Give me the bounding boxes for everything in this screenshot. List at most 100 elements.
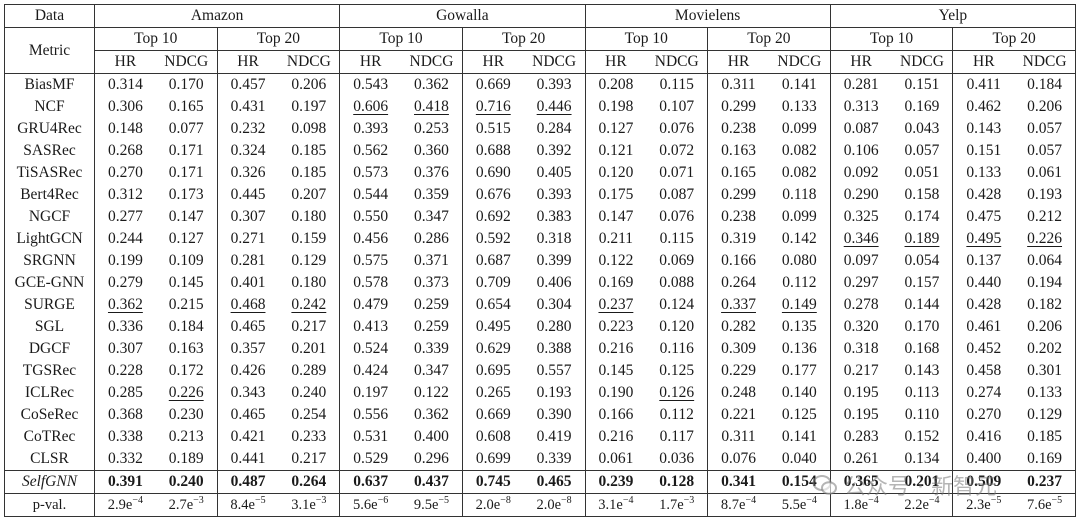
table-cell: 0.311 bbox=[707, 426, 769, 448]
table-cell: 0.314 bbox=[93, 73, 156, 96]
cell-value: 0.286 bbox=[414, 230, 449, 247]
cell-value: 0.177 bbox=[781, 362, 817, 379]
cell-value: 0.248 bbox=[721, 384, 756, 401]
method-name: CoTRec bbox=[4, 426, 95, 448]
table-row: ICLRec 0.285 0.226 0.343 0.240 0.197 0.122 0.26… bbox=[4, 382, 1077, 404]
cell-value: 0.445 bbox=[230, 186, 266, 203]
table-cell: 0.166 bbox=[584, 404, 647, 426]
cell-value: 0.240 bbox=[291, 384, 327, 401]
cell-value: 0.076 bbox=[721, 450, 756, 467]
cell-value: 0.087 bbox=[659, 186, 695, 203]
cell-value: 0.393 bbox=[536, 186, 572, 203]
cell-value: 0.265 bbox=[475, 384, 511, 401]
table-cell: 0.280 bbox=[523, 316, 586, 338]
table-cell: 0.365 bbox=[829, 470, 892, 494]
cell-value: 0.337 bbox=[721, 296, 756, 313]
table-cell: 0.154 bbox=[768, 470, 831, 494]
table-cell: 0.147 bbox=[584, 206, 647, 228]
cell-value: 0.324 bbox=[230, 142, 266, 159]
cell-value: 0.175 bbox=[598, 186, 634, 203]
table-cell: 0.147 bbox=[155, 206, 218, 228]
metric-ndcg: NDCG bbox=[891, 50, 954, 74]
method-name: NCF bbox=[4, 96, 95, 118]
table-cell: 0.199 bbox=[93, 250, 156, 272]
cell-value: 0.285 bbox=[107, 384, 143, 401]
table-cell: 0.142 bbox=[768, 228, 831, 250]
pval-mantissa: 8.7e bbox=[720, 497, 746, 513]
cell-value: 0.129 bbox=[1027, 406, 1063, 423]
table-cell: 0.264 bbox=[707, 272, 769, 294]
table-cell: 0.544 bbox=[339, 184, 402, 206]
table-cell: 0.228 bbox=[93, 360, 156, 382]
table-cell: 0.151 bbox=[891, 73, 954, 96]
cell-value: 0.531 bbox=[353, 428, 389, 445]
cell-value: 0.629 bbox=[475, 340, 511, 357]
table-cell: 0.112 bbox=[768, 272, 831, 294]
cell-value: 0.557 bbox=[536, 362, 572, 379]
cell-value: 0.141 bbox=[781, 76, 817, 93]
cell-value: 0.468 bbox=[230, 296, 266, 313]
metric-label: Metric bbox=[4, 27, 95, 74]
cell-value: 0.259 bbox=[414, 318, 449, 335]
table-cell: 0.669 bbox=[461, 404, 524, 426]
table-cell: 0.076 bbox=[707, 448, 769, 471]
method-name: LightGCN bbox=[4, 228, 95, 250]
table-cell: 0.057 bbox=[1014, 140, 1077, 162]
table-cell: 0.215 bbox=[155, 294, 218, 316]
cell-value: 0.099 bbox=[781, 120, 817, 137]
table-cell: 0.193 bbox=[1014, 184, 1077, 206]
table-cell: 0.692 bbox=[461, 206, 524, 228]
table-cell: 0.431 bbox=[216, 96, 279, 118]
table-cell: 0.531 bbox=[339, 426, 402, 448]
table-cell: 0.400 bbox=[952, 448, 1015, 471]
cell-value: 0.082 bbox=[781, 142, 817, 159]
pval-mantissa: 5.5e bbox=[781, 497, 807, 513]
table-cell: 0.556 bbox=[339, 404, 402, 426]
table-cell: 0.076 bbox=[646, 206, 709, 228]
table-cell: 0.608 bbox=[461, 426, 524, 448]
table-cell: 0.475 bbox=[952, 206, 1015, 228]
table-cell: 0.166 bbox=[707, 250, 769, 272]
table-cell: 0.193 bbox=[523, 382, 586, 404]
table-cell: 0.185 bbox=[1014, 426, 1077, 448]
cell-value: 0.274 bbox=[966, 384, 1002, 401]
cell-value: 0.428 bbox=[966, 186, 1002, 203]
cell-value: 0.716 bbox=[475, 98, 511, 115]
table-cell: 0.087 bbox=[646, 184, 709, 206]
table-cell: 0.336 bbox=[93, 316, 156, 338]
method-name: Bert4Rec bbox=[4, 184, 95, 206]
cell-value: 0.462 bbox=[966, 98, 1002, 115]
group-gowalla-top20: Top 20 bbox=[461, 27, 586, 51]
table-cell: 0.169 bbox=[584, 272, 647, 294]
table-cell: 0.051 bbox=[891, 162, 954, 184]
table-cell: 0.307 bbox=[216, 206, 279, 228]
cell-value: 0.304 bbox=[536, 296, 572, 313]
table-cell: 0.125 bbox=[646, 360, 709, 382]
table-cell: 0.226 bbox=[155, 382, 218, 404]
table-cell: 0.376 bbox=[401, 162, 463, 184]
cell-value: 0.137 bbox=[966, 252, 1002, 269]
pval-exponent: −4 bbox=[622, 495, 634, 506]
table-row-pval: p-val. 2.9e−4 2.7e−3 8.4e−5 3.1e−3 5.6e−6 9.5e… bbox=[4, 493, 1077, 517]
cell-value: 0.194 bbox=[1027, 274, 1063, 291]
table-cell: 0.237 bbox=[584, 294, 647, 316]
cell-value: 0.383 bbox=[536, 208, 572, 225]
pval-cell: 2.7e−3 bbox=[155, 493, 218, 517]
cell-value: 0.458 bbox=[966, 362, 1002, 379]
table-cell: 0.112 bbox=[646, 404, 709, 426]
table-cell: 0.299 bbox=[707, 96, 769, 118]
cell-value: 0.388 bbox=[536, 340, 572, 357]
table-cell: 0.290 bbox=[829, 184, 892, 206]
table-cell: 0.242 bbox=[278, 294, 341, 316]
table-cell: 0.120 bbox=[584, 162, 647, 184]
table-row: SASRec 0.268 0.171 0.324 0.185 0.562 0.360 0.68… bbox=[4, 140, 1077, 162]
cell-value: 0.185 bbox=[291, 142, 327, 159]
table-cell: 0.189 bbox=[155, 448, 218, 471]
cell-value: 0.319 bbox=[721, 230, 756, 247]
table-cell: 0.313 bbox=[829, 96, 892, 118]
method-name: GCE-GNN bbox=[4, 272, 95, 294]
table-cell: 0.399 bbox=[523, 250, 586, 272]
cell-value: 0.465 bbox=[230, 318, 266, 335]
cell-value: 0.562 bbox=[353, 142, 389, 159]
table-cell: 0.071 bbox=[646, 162, 709, 184]
